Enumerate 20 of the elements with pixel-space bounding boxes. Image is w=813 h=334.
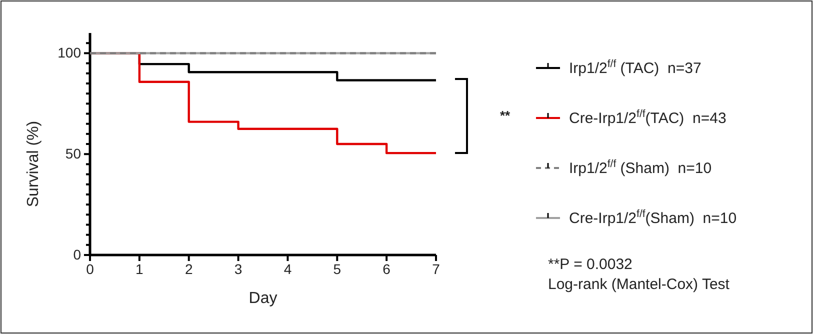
y-axis-title: Survival (%) [25,120,42,208]
y-tick-label: 100 [58,44,82,61]
y-tick-label: 50 [65,146,82,162]
x-tick-label: 3 [234,260,242,277]
x-tick-label: 5 [333,260,342,277]
text: **P = 0.0032 [548,256,632,273]
y-tick-label: 0 [73,246,82,262]
x-tick-label: 7 [432,260,440,277]
legend-label: Irp1/2$^{f/f}$ (Sham) n=10 [569,158,712,177]
x-tick-label: 1 [136,260,144,277]
legend-label: Irp1/2$^{f/f}$ (TAC) n=37 [569,58,702,77]
x-tick-label: 2 [184,260,193,277]
x-tick-label: 4 [284,260,292,277]
legend-label: Cre-Irp1/2$^{f/f}$(TAC) n=43 [569,108,726,127]
text: Log-rank (Mantel-Cox) Test [548,276,730,293]
legend-label: Cre-Irp1/2$^{f/f}$(Sham) n=10 [569,208,737,227]
x-tick-label: 0 [86,260,94,277]
x-tick-label: 6 [382,260,391,277]
x-axis-title: Day [248,290,278,307]
text: ** [500,108,511,123]
